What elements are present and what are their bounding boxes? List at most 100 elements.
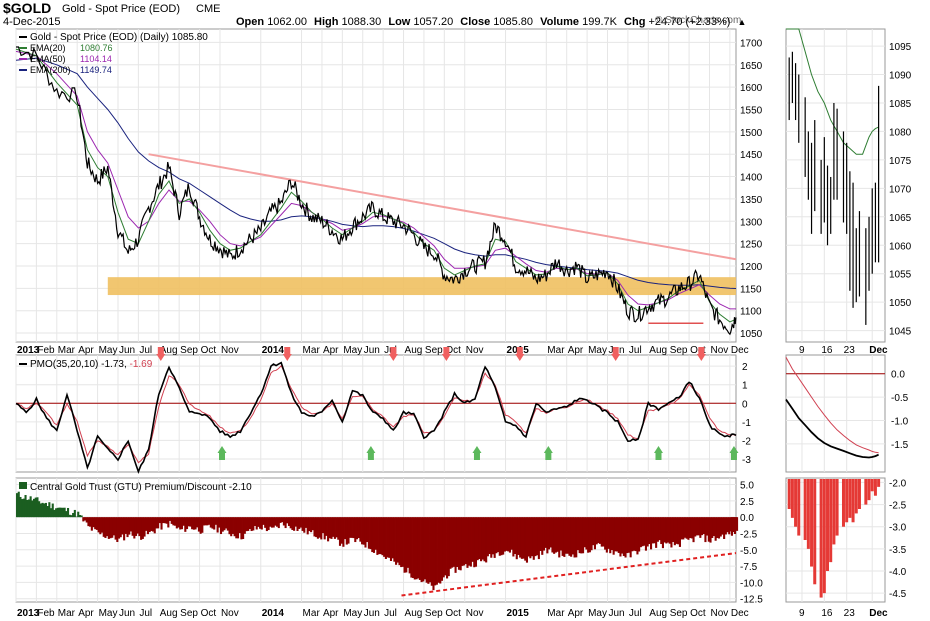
premium-discount-bar [243,517,246,534]
premium-discount-bar [422,517,425,582]
price-x-tick-label: Nov [710,345,728,356]
price-x-tick-label: May [99,345,118,356]
premium-discount-bar [260,517,263,530]
premium-discount-bar [587,517,590,553]
zoom-pmo-tick-label: -0.5 [891,393,909,404]
premium-discount-bar [325,517,328,536]
premium-discount-bar [700,517,704,536]
premium-discount-bar [706,517,709,536]
premium-discount-bar [670,517,673,548]
premium-discount-bar [619,517,622,557]
premium-discount-bar [123,517,126,541]
bottom-x-tick-label: Jul [629,608,642,619]
premium-discount-bar [56,507,59,518]
premium-discount-bar [21,499,24,518]
premium-discount-bar [616,517,619,552]
premium-discount-bar [631,517,634,552]
zoom-premium-bar [787,479,791,509]
premium-discount-bar [85,517,88,523]
premium-discount-bar [321,517,325,534]
zoom-price-tick-label: 1045 [889,327,912,338]
premium-discount-bar [570,517,573,557]
premium-discount-bar [480,517,483,562]
premium-discount-bar [284,517,287,529]
premium-discount-bar [702,517,705,535]
premium-discount-bar [590,517,593,551]
zoom-premium-tick-label: -2.0 [889,478,907,489]
premium-discount-bar [534,517,537,557]
premium-discount-bar [374,517,377,550]
zoom-pmo-frame [785,354,886,473]
premium-discount-bar [65,511,68,518]
open-label: Open [236,16,265,28]
premium-discount-bar [532,517,535,560]
premium-discount-bar [225,517,228,529]
premium-discount-bar [257,517,260,527]
premium-discount-bar [646,517,649,547]
premium-discount-bar [687,517,690,540]
premium-discount-bar [641,517,644,547]
zoom-premium-bar [797,479,801,536]
premium-discount-bar [704,517,707,543]
premium-discount-bar [72,512,75,518]
price-x-tick-label: Dec [731,345,749,356]
premium-discount-bar [163,517,166,524]
premium-discount-bar [649,517,653,550]
premium-discount-bar [99,517,102,535]
premium-discount-bar [179,517,182,530]
bottom-x-tick-label: Jun [364,608,380,619]
premium-discount-bar [578,517,581,554]
premium-discount-bar [442,517,445,578]
premium-discount-bar [320,517,323,540]
premium-discount-bar [204,517,207,526]
bottom-x-tick-label: Sep [425,608,443,619]
premium-discount-bar [160,517,163,530]
premium-discount-bar [214,517,217,525]
premium-discount-bar [298,517,301,529]
premium-discount-bar [68,514,71,518]
premium-discount-bar [233,517,236,537]
price-tick-label: 1050 [740,329,763,340]
premium-discount-bar [44,502,47,518]
close-value: 1085.80 [493,16,534,28]
price-x-tick-label: Apr [78,345,94,356]
premium-discount-bar [498,517,501,556]
zoom-price-tick-label: 1075 [889,156,912,167]
premium-discount-bar [398,517,401,566]
premium-discount-bar [478,517,481,560]
premium-discount-bar [660,517,663,545]
volume-value: 199.7K [582,16,617,28]
premium-discount-bar [316,517,319,539]
zoom-pmo-tick-label: 0.0 [891,370,905,381]
premium-discount-bar [395,517,398,565]
premium-discount-bar [90,517,93,531]
price-tick-label: 1350 [740,195,763,206]
premium-discount-bar [417,517,420,579]
premium-discount-bar [461,517,464,566]
premium-discount-bar [102,517,105,537]
premium-discount-bar [327,517,330,542]
zoom-pmo-signal-line [785,357,879,454]
price-x-tick-label: Sep [670,345,688,356]
premium-discount-bar [170,517,173,524]
premium-discount-bar [167,517,170,528]
zoom-price-tick-label: 1060 [889,241,912,252]
premium-discount-bar [648,517,651,545]
premium-discount-bar [248,517,251,530]
symbol-label: $GOLD [3,0,52,16]
zoom-price-x-tick-label: 9 [799,345,805,356]
premium-discount-bar [55,508,58,518]
premium-discount-bar [668,517,671,544]
premium-discount-bar [610,517,614,551]
premium-discount-bar [420,517,423,583]
collapse-icon[interactable]: ▲ [737,17,747,27]
premium-discount-bar [82,517,85,522]
premium-discount-bar [653,517,656,544]
pmo-tick-label: 0 [742,399,748,410]
premium-discount-bar [452,517,455,567]
premium-discount-bar [663,517,666,543]
premium-discount-bar [197,517,200,532]
premium-discount-bar [638,517,641,552]
premium-discount-bar [626,517,629,554]
bottom-x-tick-label: Nov [710,608,728,619]
